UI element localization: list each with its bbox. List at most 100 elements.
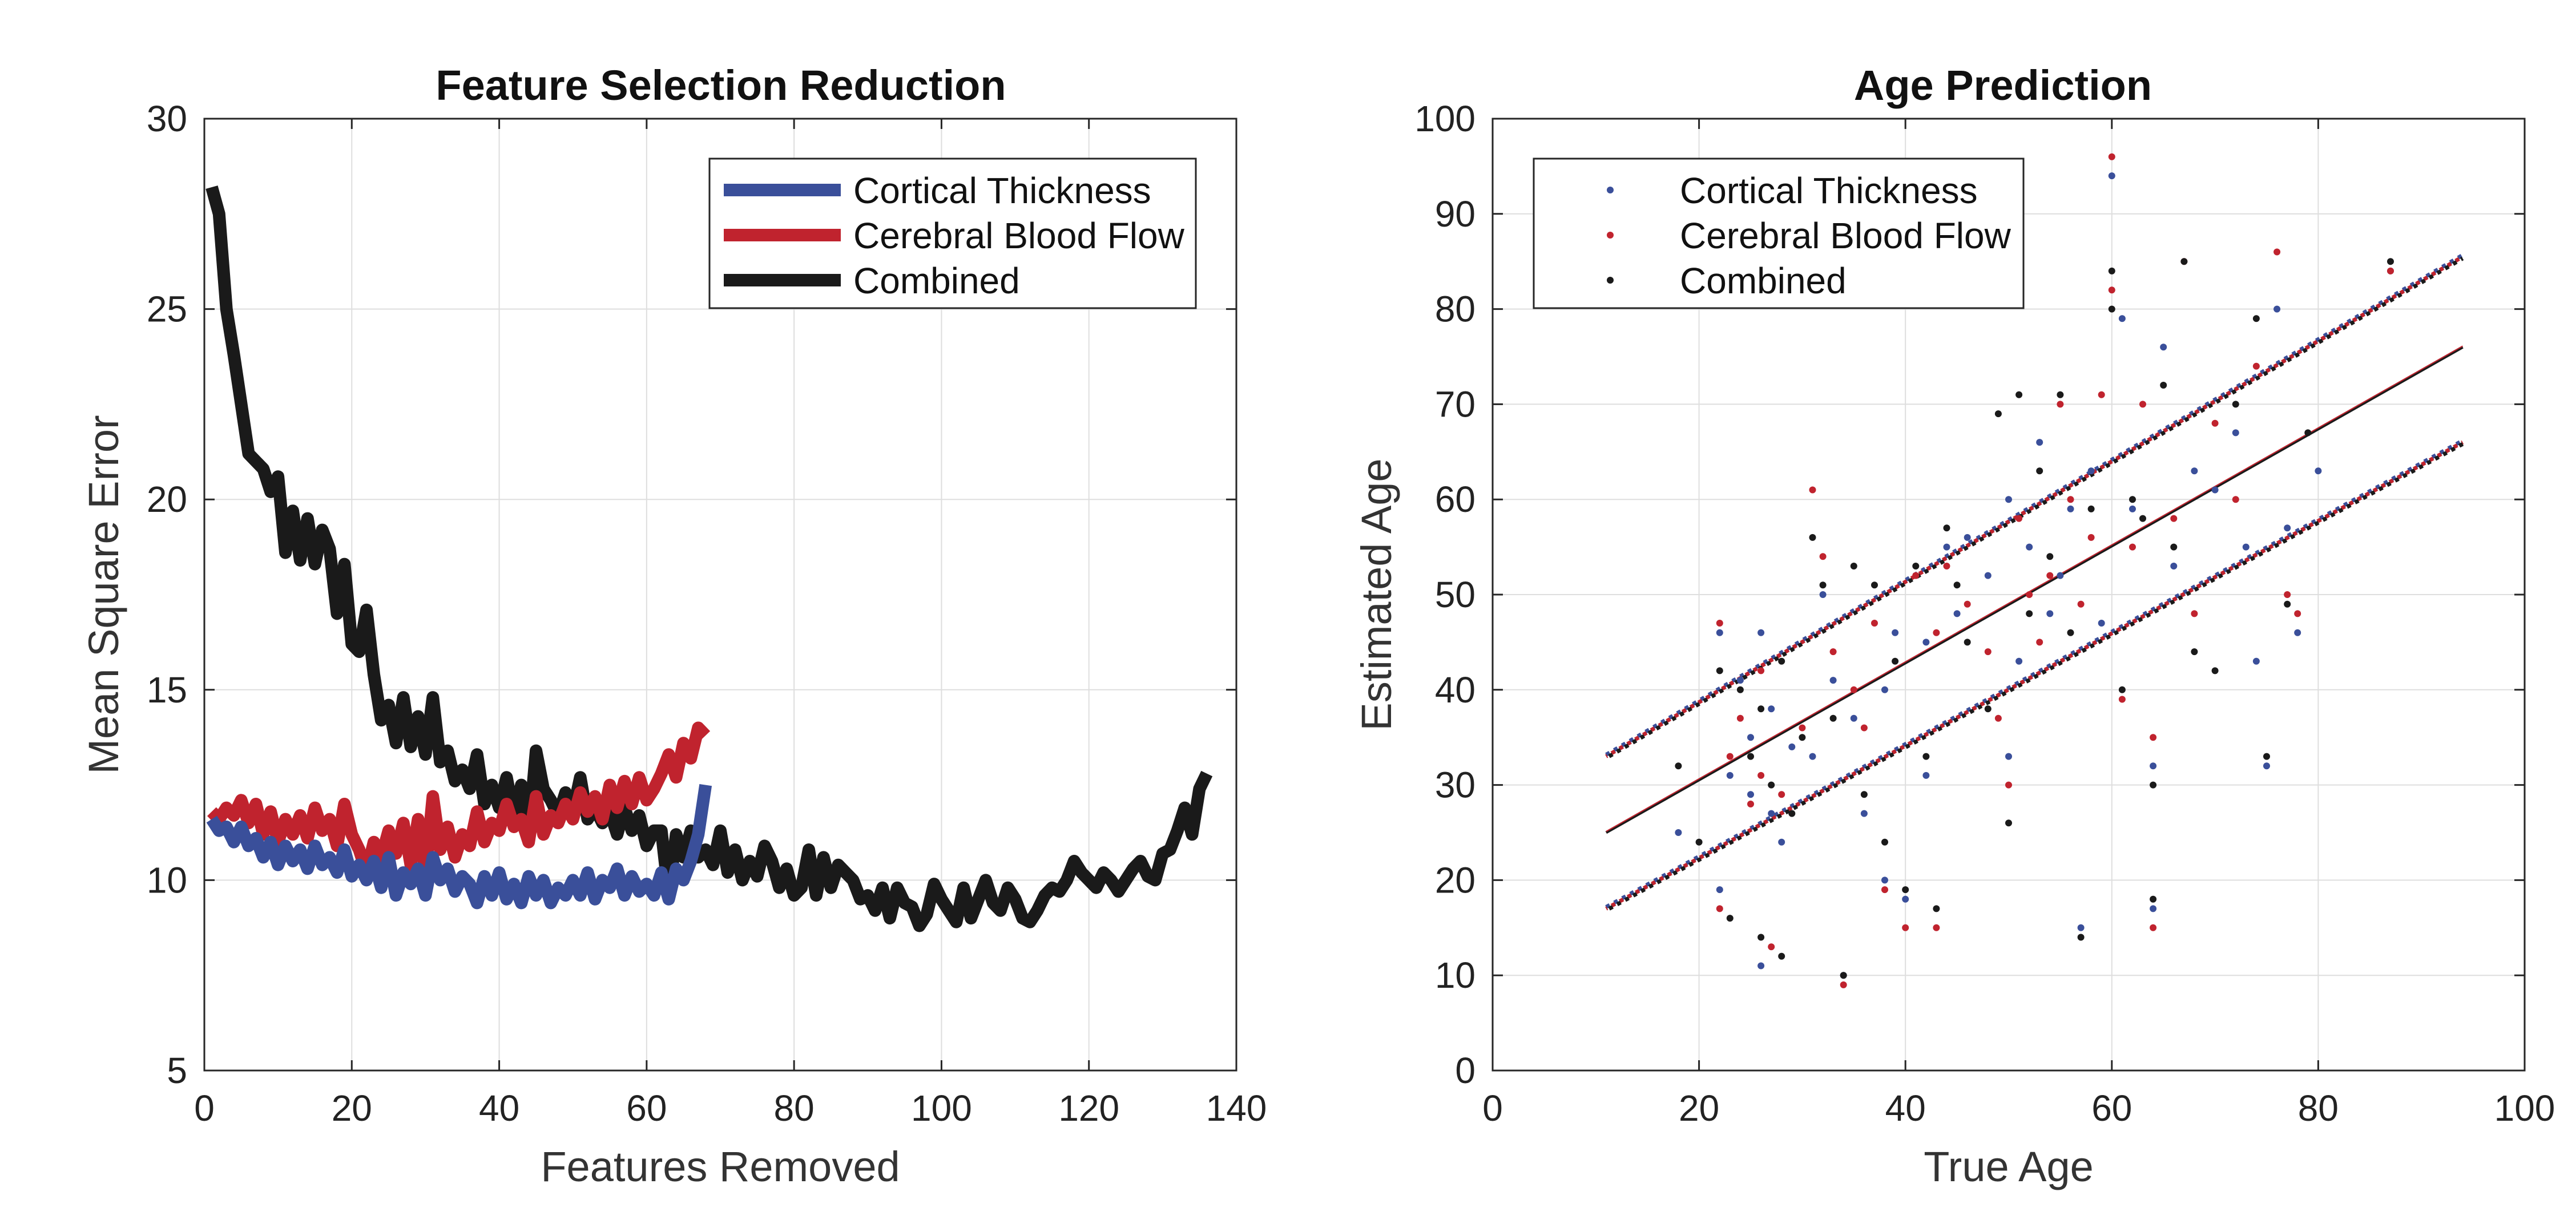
scatter-point-cortical-thickness — [2129, 505, 2136, 512]
scatter-point-combined — [2067, 629, 2074, 636]
y-tick-label: 90 — [1435, 193, 1476, 235]
scatter-point-cortical-thickness — [1788, 743, 1796, 750]
scatter-point-cerebral-blood-flow — [2077, 600, 2085, 608]
x-tick-label: 80 — [774, 1088, 815, 1129]
scatter-point-cerebral-blood-flow — [1871, 620, 1878, 627]
x-tick-label: 20 — [1679, 1088, 1719, 1129]
scatter-point-combined — [1943, 524, 1950, 532]
scatter-point-cerebral-blood-flow — [1716, 905, 1723, 912]
scatter-point-cerebral-blood-flow — [1819, 553, 1827, 560]
scatter-point-cortical-thickness — [2005, 753, 2012, 760]
scatter-point-combined — [2387, 258, 2394, 265]
scatter-point-cerebral-blood-flow — [1747, 801, 1754, 807]
scatter-point-cortical-thickness — [2108, 172, 2115, 180]
ticks: 0 20 40 60 80 100 120 140 5 10 15 20 25 30 — [147, 98, 1267, 1129]
scatter-point-cerebral-blood-flow — [2118, 696, 2126, 703]
scatter-point-combined — [1860, 791, 1868, 798]
scatter-point-combined — [2150, 895, 2157, 903]
scatter-point-combined — [1757, 705, 1765, 713]
scatter-point-cerebral-blood-flow — [2129, 543, 2136, 551]
scatter-point-cortical-thickness — [2087, 467, 2095, 475]
scatter-point-combined — [1675, 762, 1682, 770]
chart-title: Feature Selection Reduction — [436, 62, 1006, 109]
legend-entry-cerebral-blood-flow: Cerebral Blood Flow — [724, 215, 1185, 256]
scatter-point-cortical-thickness — [1747, 791, 1754, 798]
scatter-point-cerebral-blood-flow — [1943, 563, 1950, 569]
scatter-point-combined — [1902, 886, 1909, 894]
scatter-point-cerebral-blood-flow — [1860, 724, 1868, 732]
scatter-point-cortical-thickness — [1892, 629, 1899, 636]
x-tick-label: 140 — [1206, 1088, 1267, 1129]
scatter-point-combined — [2077, 934, 2085, 941]
scatter-point-combined — [2046, 553, 2054, 560]
scatter-point-cerebral-blood-flow — [2005, 781, 2012, 789]
fit-line-overlay — [1606, 345, 2464, 832]
scatter-point-combined — [2252, 315, 2260, 322]
x-axis-label: True Age — [1924, 1143, 2094, 1190]
y-tick-label: 80 — [1435, 289, 1476, 330]
series-layer — [205, 185, 1213, 932]
scatter-point-cerebral-blood-flow — [2170, 515, 2178, 522]
scatter-point-cerebral-blood-flow — [1768, 943, 1775, 951]
scatter-point-combined — [2036, 467, 2043, 475]
y-tick-label: 20 — [147, 479, 187, 520]
scatter-point-cerebral-blood-flow — [1933, 924, 1940, 931]
scatter-point-cortical-thickness — [1881, 876, 1888, 884]
scatter-point-cortical-thickness — [2026, 543, 2033, 551]
legend-label-combined: Combined — [853, 260, 1020, 301]
legend-box — [1533, 157, 2025, 309]
x-tick-label: 20 — [332, 1088, 372, 1129]
scatter-point-combined — [2129, 496, 2136, 503]
legend-label-cerebral-blood-flow: Cerebral Blood Flow — [1680, 215, 2011, 256]
scatter-point-combined — [1778, 952, 1785, 960]
scatter-point-cerebral-blood-flow — [2273, 248, 2281, 256]
x-tick-label: 0 — [194, 1088, 215, 1129]
y-tick-label: 0 — [1455, 1050, 1476, 1091]
scatter-point-cortical-thickness — [1953, 610, 1961, 617]
y-tick-label: 15 — [147, 669, 187, 710]
scatter-point-cerebral-blood-flow — [1809, 486, 1816, 494]
scatter-point-cortical-thickness — [2118, 315, 2126, 322]
scatter-point-combined — [2150, 781, 2157, 789]
scatter-point-combined — [1768, 781, 1775, 789]
confidence-bound-line — [1605, 442, 2464, 912]
scatter-point-cerebral-blood-flow — [1716, 620, 1723, 627]
y-tick-label: 70 — [1435, 383, 1476, 425]
y-axis-label: Estimated Age — [1353, 458, 1400, 730]
scatter-point-cerebral-blood-flow — [2046, 572, 2054, 579]
scatter-point-cortical-thickness — [2150, 905, 2157, 912]
legend-marker-combined — [1607, 277, 1614, 284]
scatter-point-combined — [1819, 581, 1827, 589]
y-tick-label: 100 — [1414, 98, 1476, 139]
scatter-point-combined — [1778, 657, 1785, 665]
series-layer — [1605, 153, 2464, 988]
scatter-point-combined — [2180, 258, 2188, 265]
scatter-point-cerebral-blood-flow — [1757, 667, 1765, 674]
series-line-cortical-thickness — [206, 783, 712, 910]
scatter-point-combined — [1964, 639, 1971, 646]
scatter-point-combined — [2139, 515, 2146, 522]
scatter-point-cortical-thickness — [1716, 629, 1723, 636]
axes-box — [203, 118, 1237, 1072]
y-tick-label: 30 — [147, 98, 187, 139]
scatter-point-combined — [1736, 686, 1744, 693]
scatter-point-cortical-thickness — [1778, 838, 1785, 846]
fit-line — [1605, 346, 2464, 834]
scatter-point-combined — [2170, 543, 2178, 551]
scatter-point-cerebral-blood-flow — [2139, 401, 2146, 408]
scatter-point-combined — [1850, 563, 1857, 569]
scatter-point-cortical-thickness — [1922, 771, 1930, 779]
legend-label-cerebral-blood-flow: Cerebral Blood Flow — [853, 215, 1185, 256]
scatter-point-cerebral-blood-flow — [1840, 981, 1847, 988]
scatter-point-cerebral-blood-flow — [1726, 753, 1734, 760]
scatter-point-cortical-thickness — [2263, 762, 2270, 770]
x-tick-label: 100 — [2494, 1088, 2555, 1129]
scatter-point-combined — [2005, 819, 2012, 827]
scatter-point-cerebral-blood-flow — [2211, 419, 2219, 427]
scatter-point-cerebral-blood-flow — [1881, 886, 1888, 894]
y-tick-label: 25 — [147, 289, 187, 330]
scatter-point-combined — [1799, 734, 1806, 741]
confidence-bound-line — [1605, 256, 2464, 760]
scatter-point-combined — [1881, 838, 1888, 846]
scatter-point-cerebral-blood-flow — [2150, 924, 2157, 931]
